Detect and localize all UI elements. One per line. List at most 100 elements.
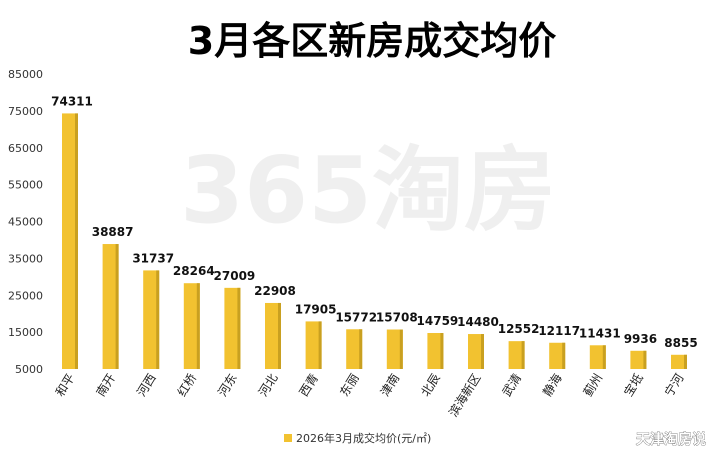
legend-swatch [284,434,292,442]
category-label: 武清 [500,371,525,399]
category-label: 滨海新区 [445,371,483,420]
y-tick-label: 55000 [8,179,43,192]
bar-shade [481,334,484,369]
data-label: 11431 [579,326,621,340]
bar [549,342,566,369]
category-label: 宝坻 [620,371,645,399]
category-label: 西青 [297,371,322,399]
legend: 2026年3月成交均价(元/㎡) [284,431,431,445]
category-label: 河西 [134,371,159,399]
bar-body [183,283,200,369]
bar-body [62,113,78,370]
bar-body [346,329,363,369]
y-axis: 5000 15000 25000 35000 45000 55000 65000 75000 8… [8,68,43,376]
data-label: 74311 [51,94,93,108]
bars [62,113,687,370]
data-label: 31737 [132,251,174,265]
bar-shade [440,333,444,369]
bar [346,329,363,369]
category-label: 静海 [539,371,564,399]
bar-body [549,342,566,369]
bar [468,334,484,369]
y-tick-label: 25000 [8,289,43,302]
bar-body [468,334,484,369]
category-label: 北辰 [418,371,443,399]
category-label: 蓟州 [581,371,606,399]
bar [265,302,281,369]
bar [630,350,647,369]
bar-shade [75,113,78,370]
y-tick-label: 65000 [8,142,43,155]
bar-body [102,244,119,369]
bar [589,345,606,369]
category-labels: 和平 南开 河西 红桥 河东 河北 西青 东丽 津南 北辰 滨海新区 武清 静海 蓟州 宝坻 宁河 [53,371,687,420]
bar [508,341,525,369]
data-label: 15708 [376,311,418,325]
bar-shade [684,354,687,369]
data-label: 9936 [624,332,657,346]
data-label: 22908 [254,284,296,298]
bar [143,270,160,369]
category-label: 红桥 [174,371,199,399]
bar-body [224,287,241,369]
bar [671,354,687,369]
category-label: 河北 [256,371,281,399]
source-mark: 天津淘房说 [636,431,706,448]
y-tick-label: 35000 [8,252,43,265]
bar-body [386,329,403,369]
bar-shade [399,329,403,369]
data-label: 27009 [214,269,256,283]
y-tick-label: 15000 [8,326,43,339]
bar-body [305,321,322,369]
bar [224,287,241,369]
bar-shade [196,283,200,369]
bar-body [143,270,160,369]
data-label: 12552 [498,322,540,336]
bar-body [265,302,281,369]
bar-body [589,345,606,369]
data-label: 15772 [335,310,377,324]
category-label: 津南 [377,371,402,399]
data-label: 14480 [457,315,499,329]
chart-title: 3月各区新房成交均价 [188,19,556,63]
data-label: 17905 [295,302,337,316]
bar [305,321,322,369]
bar [102,244,119,369]
bar-shade [318,321,322,369]
data-label: 28264 [173,264,215,278]
data-label: 12117 [538,324,580,338]
data-label: 14759 [417,314,459,328]
data-label: 38887 [92,225,134,239]
bar-shade [643,350,647,369]
bar-shade [359,329,363,369]
category-label: 南开 [93,371,118,399]
bar [183,283,200,369]
bar-shade [237,287,241,369]
y-tick-label: 75000 [8,105,43,118]
bar-shade [278,302,281,369]
bar-body [508,341,525,369]
category-label: 东丽 [337,371,362,399]
bar-body [427,333,444,369]
bar-shade [156,270,160,369]
y-tick-label: 5000 [15,363,43,376]
bar-body [630,350,647,369]
category-label: 宁河 [661,371,686,399]
y-tick-label: 85000 [8,68,43,81]
bar-shade [521,341,525,369]
bar-shade [115,244,119,369]
data-label: 8855 [664,336,697,350]
category-label: 和平 [53,371,78,399]
bar [62,113,78,370]
bar [427,333,444,369]
bar [386,329,403,369]
bar-shade [602,345,606,369]
category-label: 河东 [215,371,240,399]
bar-shade [562,342,566,369]
legend-label: 2026年3月成交均价(元/㎡) [296,431,431,445]
y-tick-label: 45000 [8,216,43,229]
watermark: 365淘房 [180,137,556,244]
bar-body [671,354,687,369]
